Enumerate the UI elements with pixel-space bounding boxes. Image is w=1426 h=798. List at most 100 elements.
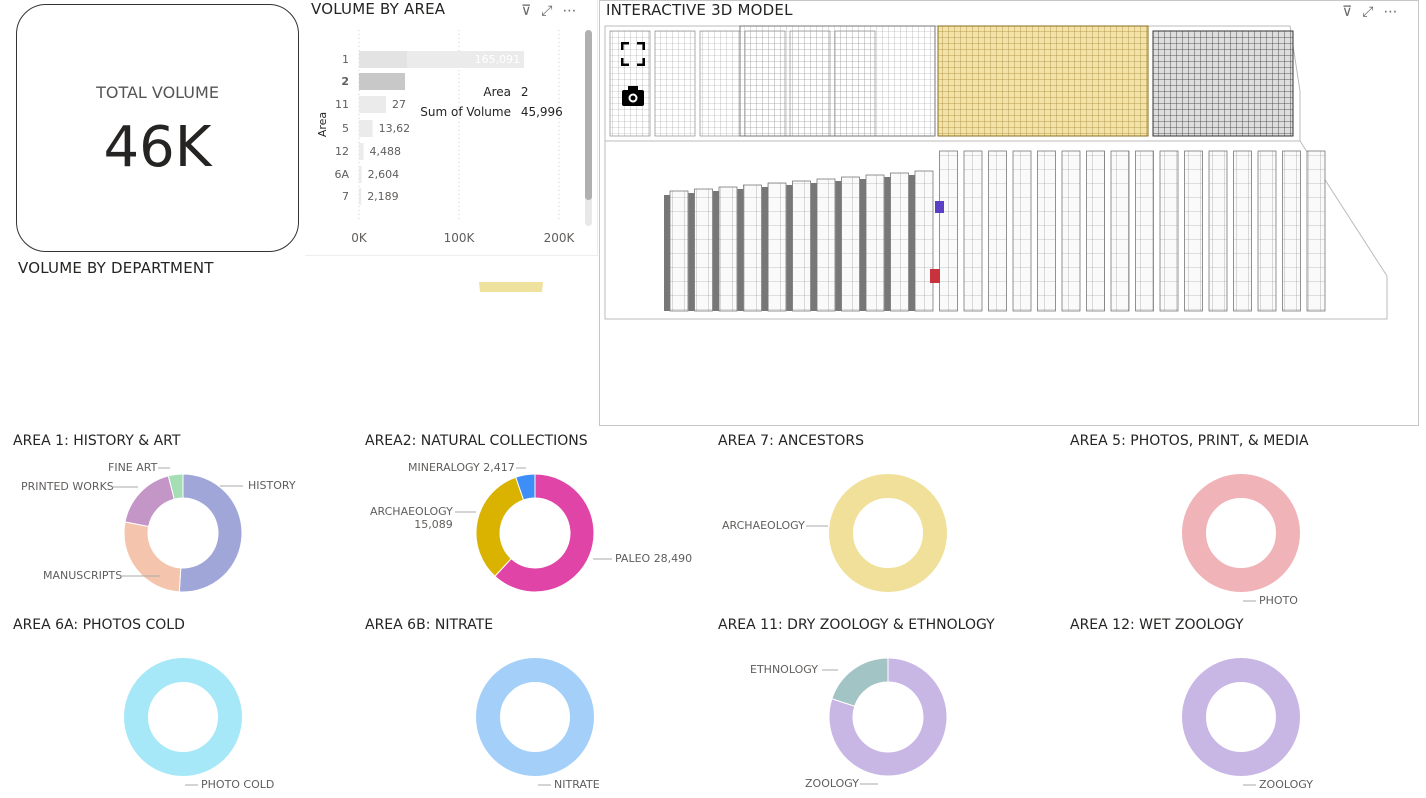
interactive-3d-model-visual[interactable]: INTERACTIVE 3D MODEL ⊽ ⤢ ⋯ (599, 0, 1419, 426)
treemap-tile-fine-art[interactable]: FINE ART (479, 393, 565, 421)
upper-floor-outline (604, 25, 1301, 142)
donut-title: AREA 12: WET ZOOLOGY (1070, 617, 1244, 633)
label-value: 15,089 (414, 518, 453, 531)
donut-data-label: MINERALOGY 2,417 (408, 461, 515, 474)
x-tick-label: 100K (444, 231, 476, 245)
rack (1135, 150, 1154, 312)
donut-slice-history (178, 473, 243, 593)
rack (792, 180, 811, 312)
donut-slice-photo (1182, 474, 1300, 592)
selected-bin (935, 201, 944, 213)
visual-title: INTERACTIVE 3D MODEL (606, 1, 793, 19)
total-volume-card[interactable]: TOTAL VOLUME 46K (16, 4, 299, 252)
rack (1110, 150, 1130, 312)
donut-data-label: ARCHAEOLOGY (722, 519, 805, 532)
rack (988, 150, 1007, 312)
donut-data-label: NITRATE (554, 778, 600, 791)
bar-area-6A (359, 166, 362, 183)
focus-mode-icon[interactable]: ⤢ (541, 3, 553, 19)
label-text: PHOTO COLD (201, 778, 275, 791)
rack-block-dark (1152, 30, 1294, 137)
volume-by-area-visual[interactable]: VOLUME BY AREA ⊽ ⤢ ⋯ Area 0K 100K 200K 1 165… (305, 0, 598, 256)
warehouse-3d-view[interactable] (600, 1, 1419, 426)
rack-side (786, 185, 793, 311)
label-text: MANUSCRIPTS (43, 569, 123, 582)
label-text: NITRATE (554, 778, 600, 791)
filter-icon[interactable]: ⊽ (1342, 4, 1353, 20)
focus-icon[interactable] (620, 41, 646, 67)
rack (1159, 150, 1179, 312)
treemap-tile-paleo[interactable]: PALEO 28,490 (364, 282, 479, 358)
donut-data-label: ETHNOLOGY (750, 663, 818, 676)
tooltip-value: 45,996 (520, 105, 563, 119)
y-tick-label: 2 (341, 75, 349, 88)
rack (1061, 150, 1081, 312)
bar-area-7 (359, 188, 362, 205)
label-text: PALEO 28,490 (615, 552, 693, 565)
donut-slice-zoology (828, 657, 948, 777)
y-tick-label: 12 (335, 145, 349, 158)
donut-data-label: PRINTED WORKS (21, 480, 114, 493)
donut-slice-zoology (1182, 658, 1300, 776)
y-tick-label: 11 (335, 98, 349, 111)
rack-side (713, 191, 719, 311)
rack (767, 182, 787, 312)
card-label: TOTAL VOLUME (96, 83, 219, 102)
treemap-tile-photo-cold[interactable] (565, 364, 594, 392)
donut-data-label: ZOOLOGY (1259, 778, 1313, 791)
more-options-icon[interactable]: ⋯ (562, 3, 577, 19)
tooltip-key: Area (483, 85, 511, 99)
bar-area-5 (359, 120, 373, 137)
treemap-tile-printed-works[interactable]: PRINTED WORKS 0 (194, 358, 364, 421)
rack-side (737, 189, 744, 311)
rack (1037, 150, 1056, 312)
rack (914, 170, 934, 312)
filter-icon[interactable]: ⊽ (521, 3, 532, 19)
card-value: 46K (103, 115, 212, 180)
rack (841, 176, 860, 312)
scrollbar[interactable] (585, 30, 592, 226)
rack (939, 150, 958, 312)
label-text: ARCHAEOLOGY (370, 505, 453, 518)
donut-data-label: PHOTO COLD (201, 778, 274, 791)
bar-area-11 (359, 96, 386, 113)
y-tick-label: 6A (334, 168, 349, 181)
donut-slice-archaeology (475, 476, 525, 577)
donut-title: AREA 6B: NITRATE (365, 617, 494, 633)
treemap-tile-history[interactable]: HISTORY 0 (18, 282, 194, 421)
rack (743, 184, 762, 312)
bar-area-2 (359, 73, 405, 90)
donut-slice-mineralogy (515, 473, 536, 501)
data-label: 4,488 (369, 145, 401, 158)
rack-block-highlighted (937, 25, 1149, 137)
treemap-tile-archaeology[interactable]: ARCHAEOL... 15,089 (479, 282, 543, 364)
camera-icon[interactable] (621, 85, 645, 107)
rack (1184, 150, 1203, 312)
donut-title: AREA 5: PHOTOS, PRINT, & MEDIA (1070, 433, 1309, 449)
treemap-tile-mineralogy[interactable] (565, 392, 594, 421)
rack (1282, 150, 1301, 312)
treemap-tile-photo[interactable]: PHOTO 0 (543, 282, 594, 364)
treemap-tile-zoology[interactable]: ZOOLOGY 0 (364, 358, 479, 421)
label-text: MINERALOGY 2,417 (408, 461, 515, 474)
donut-data-label: FINE ART (108, 461, 157, 474)
more-options-icon[interactable]: ⋯ (1383, 4, 1398, 20)
rack-side (762, 187, 768, 311)
rack (1306, 150, 1326, 312)
donut-slice-paleo (494, 473, 595, 593)
data-label: 2,189 (367, 190, 399, 203)
y-tick-label: 5 (342, 122, 349, 135)
donut-data-label: ZOOLOGY (805, 777, 859, 790)
donut-slice-archaeology (829, 474, 947, 592)
treemap-tile-manuscripts[interactable]: MANUSCRIPTS 0 (194, 282, 364, 358)
donut-slice-nitrate (476, 658, 594, 776)
data-label: 165,091 (475, 53, 521, 66)
label-text: ARCHAEOLOGY (722, 519, 805, 532)
focus-mode-icon[interactable]: ⤢ (1362, 4, 1374, 20)
donut-data-label: PHOTO (1259, 594, 1298, 607)
bar-area-12 (359, 143, 364, 160)
rack (1012, 150, 1032, 312)
treemap-tile-ethnology[interactable]: ETHNOLOGY (479, 364, 565, 393)
rack-side (811, 183, 817, 311)
label-text: HISTORY (248, 479, 296, 492)
